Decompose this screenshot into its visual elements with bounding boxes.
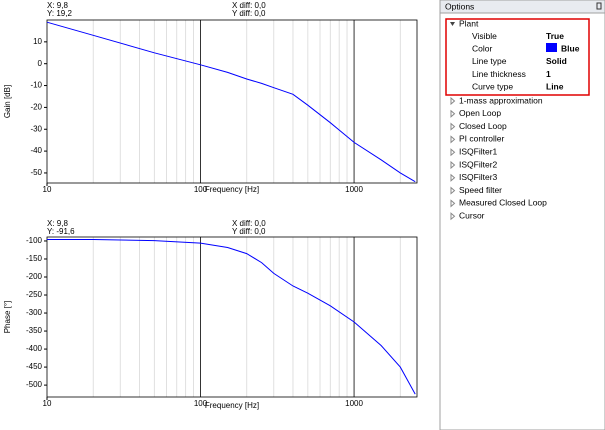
property-name: Line type xyxy=(472,56,507,66)
tree-item[interactable]: Speed filter xyxy=(459,185,502,195)
collapse-arrow[interactable] xyxy=(450,186,456,195)
collapse-arrow[interactable] xyxy=(450,122,456,131)
y-tick-label: -350 xyxy=(26,326,43,335)
cursor-readout: X diff: 0,0 xyxy=(232,1,266,10)
expand-arrow[interactable] xyxy=(450,22,455,26)
data-line xyxy=(47,239,416,395)
options-panel: Options Plant Visible True Color Blue Line t… xyxy=(439,0,605,430)
cursor-readout: X diff: 0,0 xyxy=(232,219,266,228)
y-tick-label: -40 xyxy=(30,146,42,155)
property-value: Solid xyxy=(546,56,567,66)
collapse-arrow[interactable] xyxy=(450,96,456,106)
y-tick-label: -30 xyxy=(30,124,42,133)
tree-item[interactable]: Closed Loop xyxy=(459,121,507,131)
data-line xyxy=(46,21,416,183)
property-value: Blue xyxy=(561,43,580,53)
tree-item[interactable]: ISQFilter1 xyxy=(459,146,498,156)
highlight-box xyxy=(445,18,590,96)
y-tick-label: -100 xyxy=(26,236,43,245)
cursor-readout: Y: -91,6 xyxy=(47,227,75,236)
property-value: True xyxy=(546,31,564,41)
y-tick-label: -250 xyxy=(26,290,43,299)
x-tick-label: 100 xyxy=(194,185,208,194)
cursor-readout: Y: 19,2 xyxy=(47,9,72,18)
collapse-arrow[interactable] xyxy=(450,212,456,221)
property-name: Visible xyxy=(472,31,497,41)
tree-item[interactable]: Cursor xyxy=(459,210,485,220)
y-tick-label: 0 xyxy=(38,59,43,68)
panel-header xyxy=(439,0,605,14)
plot-frame xyxy=(46,19,418,184)
collapse-arrow[interactable] xyxy=(450,109,456,118)
group-label[interactable]: Plant xyxy=(459,18,479,28)
tree-item[interactable]: Measured Closed Loop xyxy=(459,198,547,208)
x-tick-label: 100 xyxy=(194,399,208,408)
tree-item[interactable]: ISQFilter2 xyxy=(459,159,498,169)
y-tick-label: -10 xyxy=(30,81,42,90)
y-tick-label: 10 xyxy=(33,37,42,46)
collapse-arrow[interactable] xyxy=(450,199,456,208)
collapse-arrow[interactable] xyxy=(450,173,456,182)
property-value: 1 xyxy=(546,69,551,79)
panel-title: Options xyxy=(445,1,474,11)
plot-frame xyxy=(46,236,418,398)
y-tick-label: -50 xyxy=(30,168,42,177)
pin-icon[interactable] xyxy=(596,2,602,10)
y-tick-label: -150 xyxy=(26,254,43,263)
y-tick-label: -200 xyxy=(26,272,43,281)
x-tick-label: 10 xyxy=(43,185,52,194)
tree-item[interactable]: PI controller xyxy=(459,134,505,144)
collapse-arrow[interactable] xyxy=(450,148,456,157)
cursor-readout: X: 9,8 xyxy=(47,1,68,10)
plot-area xyxy=(0,0,440,430)
y-tick-label: -20 xyxy=(30,103,42,112)
x-tick-label: 10 xyxy=(43,399,52,408)
y-tick-label: -500 xyxy=(26,380,43,389)
y-tick-label: -400 xyxy=(26,344,43,353)
cursor-readout: Y diff: 0,0 xyxy=(232,227,266,236)
y-tick-label: -300 xyxy=(26,308,43,317)
y-axis-label: Phase [°] xyxy=(3,301,12,334)
x-tick-label: 1000 xyxy=(345,399,363,408)
cursor-readout: Y diff: 0,0 xyxy=(232,9,266,18)
property-name: Color xyxy=(472,43,492,53)
collapse-arrow[interactable] xyxy=(450,160,456,170)
y-axis-label: Gain [dB] xyxy=(3,85,12,118)
tree-item[interactable]: 1-mass approximation xyxy=(459,95,543,105)
x-tick-label: 1000 xyxy=(345,185,363,194)
x-axis-label: Frequency [Hz] xyxy=(205,401,259,410)
tree-item[interactable]: ISQFilter3 xyxy=(459,172,498,182)
collapse-arrow[interactable] xyxy=(450,135,456,144)
property-name: Curve type xyxy=(472,82,513,92)
property-name: Line thickness xyxy=(472,69,526,79)
y-tick-label: -450 xyxy=(26,362,43,371)
property-value: Line xyxy=(546,82,564,92)
cursor-readout: X: 9,8 xyxy=(47,219,68,228)
panel-background xyxy=(439,0,605,430)
color-swatch xyxy=(546,43,557,52)
x-axis-label: Frequency [Hz] xyxy=(205,185,259,194)
tree-item[interactable]: Open Loop xyxy=(459,108,501,118)
